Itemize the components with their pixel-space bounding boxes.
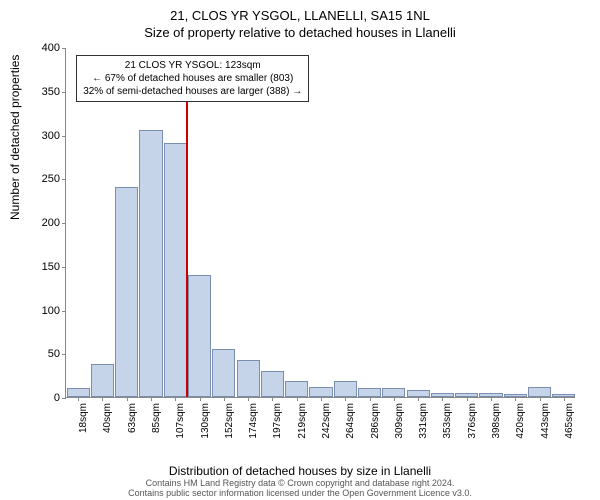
histogram-bar — [212, 349, 235, 397]
x-tick-label: 40sqm — [102, 403, 113, 433]
x-tick-mark — [515, 397, 516, 401]
x-tick-label: 107sqm — [175, 403, 186, 439]
histogram-bar — [115, 187, 138, 397]
x-tick-mark — [491, 397, 492, 401]
histogram-bar — [358, 388, 381, 397]
histogram-bar — [67, 388, 90, 397]
x-tick-label: 152sqm — [224, 403, 235, 439]
histogram-bar — [528, 387, 551, 398]
x-tick-mark — [418, 397, 419, 401]
x-tick-mark — [297, 397, 298, 401]
x-tick-mark — [248, 397, 249, 401]
y-tick-mark — [62, 223, 66, 224]
footer-line-1: Contains HM Land Registry data © Crown c… — [0, 478, 600, 488]
x-tick-label: 85sqm — [151, 403, 162, 433]
x-tick-mark — [272, 397, 273, 401]
y-tick-mark — [62, 136, 66, 137]
histogram-bar — [334, 381, 357, 397]
x-tick-label: 63sqm — [127, 403, 138, 433]
x-tick-mark — [321, 397, 322, 401]
footer-attribution: Contains HM Land Registry data © Crown c… — [0, 478, 600, 498]
page-subtitle: Size of property relative to detached ho… — [0, 23, 600, 40]
histogram-bar — [237, 360, 260, 397]
x-tick-mark — [442, 397, 443, 401]
x-tick-label: 443sqm — [540, 403, 551, 439]
x-tick-label: 420sqm — [515, 403, 526, 439]
x-tick-mark — [370, 397, 371, 401]
x-tick-mark — [78, 397, 79, 401]
histogram-bar — [139, 130, 162, 397]
x-tick-label: 331sqm — [418, 403, 429, 439]
histogram-bar — [164, 143, 187, 397]
histogram-bar — [91, 364, 114, 397]
x-tick-label: 264sqm — [345, 403, 356, 439]
y-tick-mark — [62, 311, 66, 312]
reference-marker-line — [186, 73, 188, 397]
x-tick-label: 353sqm — [442, 403, 453, 439]
annotation-line: 21 CLOS YR YSGOL: 123sqm — [83, 59, 302, 72]
x-tick-label: 465sqm — [564, 403, 575, 439]
x-tick-mark — [102, 397, 103, 401]
x-tick-mark — [151, 397, 152, 401]
x-tick-mark — [564, 397, 565, 401]
x-tick-label: 398sqm — [491, 403, 502, 439]
page-title: 21, CLOS YR YSGOL, LLANELLI, SA15 1NL — [0, 0, 600, 23]
annotation-box: 21 CLOS YR YSGOL: 123sqm← 67% of detache… — [76, 55, 309, 102]
y-tick-mark — [62, 398, 66, 399]
y-axis-label: Number of detached properties — [8, 55, 22, 220]
histogram-bar — [382, 388, 405, 397]
x-tick-label: 130sqm — [200, 403, 211, 439]
histogram-bar — [309, 387, 332, 398]
y-tick-mark — [62, 267, 66, 268]
x-tick-mark — [175, 397, 176, 401]
x-tick-label: 242sqm — [321, 403, 332, 439]
x-tick-label: 18sqm — [78, 403, 89, 433]
x-tick-mark — [540, 397, 541, 401]
x-tick-label: 286sqm — [370, 403, 381, 439]
footer-line-2: Contains public sector information licen… — [0, 488, 600, 498]
histogram-bar — [285, 381, 308, 397]
histogram-bar — [261, 371, 284, 397]
x-tick-label: 376sqm — [467, 403, 478, 439]
y-tick-mark — [62, 354, 66, 355]
x-tick-label: 309sqm — [394, 403, 405, 439]
x-tick-mark — [345, 397, 346, 401]
y-tick-mark — [62, 48, 66, 49]
x-axis-label: Distribution of detached houses by size … — [0, 464, 600, 478]
y-tick-mark — [62, 92, 66, 93]
y-tick-mark — [62, 179, 66, 180]
x-tick-label: 197sqm — [272, 403, 283, 439]
x-tick-label: 219sqm — [297, 403, 308, 439]
x-tick-mark — [394, 397, 395, 401]
x-tick-mark — [127, 397, 128, 401]
histogram-bar — [188, 275, 211, 398]
x-tick-mark — [467, 397, 468, 401]
chart-plot-area: 05010015020025030035040018sqm40sqm63sqm8… — [65, 48, 575, 398]
annotation-line: 32% of semi-detached houses are larger (… — [83, 85, 302, 98]
annotation-line: ← 67% of detached houses are smaller (80… — [83, 72, 302, 85]
x-tick-label: 174sqm — [248, 403, 259, 439]
x-tick-mark — [200, 397, 201, 401]
histogram-bar — [407, 390, 430, 397]
x-tick-mark — [224, 397, 225, 401]
